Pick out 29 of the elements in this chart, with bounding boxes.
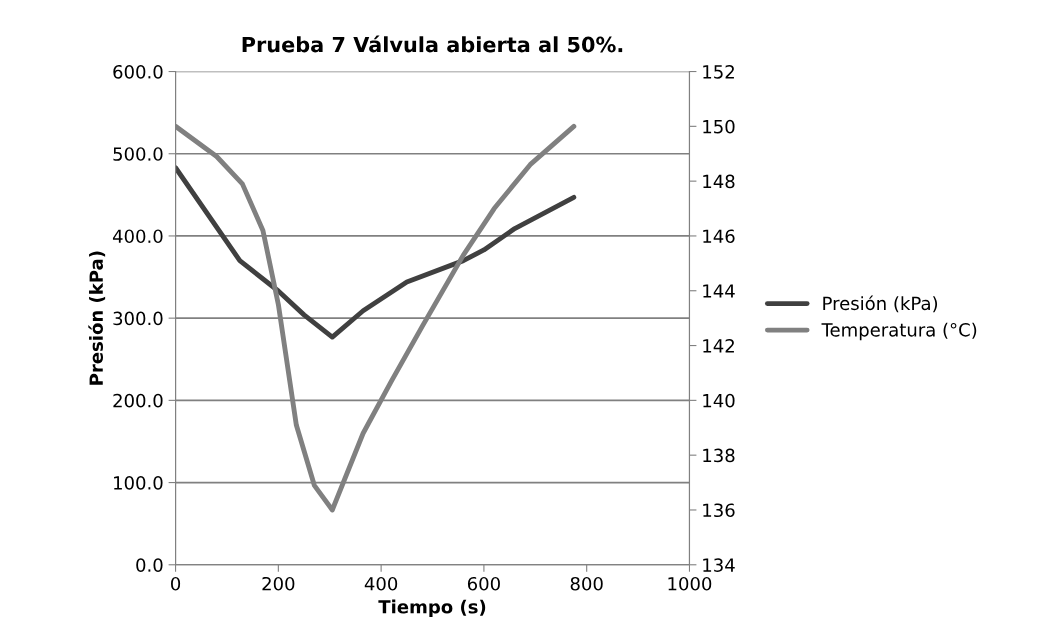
y2-tick-label: 148 bbox=[703, 174, 735, 189]
x-axis-title: Tiempo (s) bbox=[378, 599, 486, 618]
y-tick-label: 200.0 bbox=[113, 393, 163, 408]
y-tick-label: 0.0 bbox=[136, 558, 163, 572]
legend-label: Temperatura (°C) bbox=[821, 322, 977, 341]
y2-tick-label: 142 bbox=[703, 339, 734, 353]
x-tick-label: 600 bbox=[467, 576, 500, 591]
x-tick-label: 1000 bbox=[668, 576, 712, 591]
line-series bbox=[175, 165, 577, 340]
y2-tick-label: 146 bbox=[703, 229, 735, 244]
y-tick-label: 100.0 bbox=[114, 476, 163, 490]
y2-tick-label: 152 bbox=[703, 64, 734, 79]
y2-tick-label: 138 bbox=[703, 448, 735, 463]
chart-title: Prueba 7 Válvula abierta al 50%. bbox=[242, 35, 623, 53]
x-tick-label: 400 bbox=[364, 576, 398, 591]
y-tick-label: 600.0 bbox=[113, 64, 163, 79]
legend-label: Presión (kPa) bbox=[823, 295, 938, 313]
x-tick-label: 800 bbox=[570, 576, 603, 591]
y-tick-label: 300.0 bbox=[113, 311, 163, 326]
y2-tick-label: 136 bbox=[703, 503, 735, 518]
y-tick-label: 500.0 bbox=[113, 147, 163, 161]
y2-tick-label: 150 bbox=[703, 119, 735, 134]
y-axis-title: Presión (kPa) bbox=[88, 251, 106, 385]
y2-tick-label: 134 bbox=[703, 558, 735, 572]
y-tick-label: 400.0 bbox=[112, 229, 163, 244]
x-tick-label: 200 bbox=[262, 576, 295, 591]
x-tick-label: 0 bbox=[171, 576, 181, 591]
y2-tick-label: 140 bbox=[703, 393, 735, 408]
y2-tick-label: 144 bbox=[703, 284, 735, 298]
